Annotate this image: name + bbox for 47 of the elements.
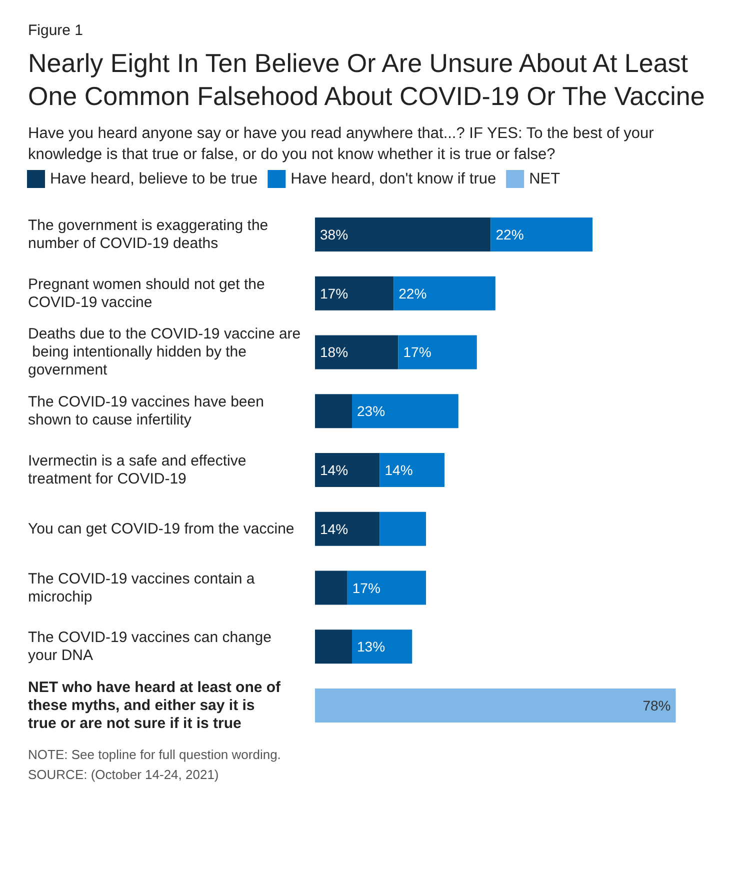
data-label: 17% [320, 285, 348, 302]
y-tick-label: The COVID-19 vaccines have been shown to cause infertility [28, 394, 268, 429]
chart-title: Nearly Eight In Ten Believe Or Are Unsure About At Least One Common Falsehood About COVID-19 Or The Vaccine [28, 47, 706, 113]
bar [315, 335, 398, 370]
caption: Figure 1 [28, 22, 84, 39]
chart-subtitle: Have you heard anyone say or have you read anywhere that...? IF YES: To the best of your knowledge is that true or false, or do you not know whether it is true or false? [28, 124, 655, 165]
y-tick-label: Pregnant women should not get the COVID-19 vaccine [28, 276, 269, 311]
bar [352, 394, 458, 428]
bar [315, 570, 348, 605]
data-label: 17% [352, 580, 380, 596]
source-note: SOURCE: (October 14-24, 2021) [28, 766, 220, 784]
legend-label: Have heard, don't know if true [290, 170, 496, 188]
legend-label: NET [529, 170, 561, 188]
legend-label: Have heard, believe to be true [50, 170, 258, 188]
y-tick-label: The COVID-19 vaccines contain a microchip [28, 570, 259, 606]
y-tick-label: The COVID-19 vaccines can change your DNA [28, 629, 276, 664]
y-tick-label: Deaths due to the COVID-19 vaccine are being intentionally hidden by the government [28, 326, 301, 379]
data-label: 14% [384, 462, 413, 478]
y-tick-label: The government is exaggerating the number of COVID-19 deaths [28, 216, 272, 252]
data-label: 14% [320, 462, 348, 478]
bar [315, 394, 352, 428]
bar [352, 630, 412, 664]
bar [315, 453, 380, 487]
bar [490, 217, 592, 252]
y-tick-label: Ivermectin is a safe and effective treatment for COVID-19 [28, 452, 250, 488]
bar [380, 453, 444, 487]
data-label: 23% [357, 403, 386, 420]
bar [315, 630, 352, 664]
bar [394, 276, 496, 310]
bar [315, 512, 380, 546]
y-tick-label: You can get COVID-19 from the vaccine [28, 520, 294, 538]
data-label: 38% [320, 226, 348, 242]
data-label: 13% [357, 638, 386, 655]
data-label: 18% [320, 344, 348, 360]
bar [398, 335, 477, 370]
text: NOTE: See topline for full question wording. [28, 746, 282, 764]
bar [315, 217, 491, 252]
data-label: 14% [320, 520, 348, 537]
data-label: 78% [642, 698, 671, 714]
bar [315, 276, 394, 310]
bar [380, 512, 426, 546]
data-label: 22% [496, 226, 524, 242]
y-tick-label: NET who have heard at least one of these myths, and either say it is true or are not sure if it is true [28, 679, 282, 732]
bar [315, 688, 676, 723]
data-label: 22% [398, 285, 427, 302]
bar [347, 570, 426, 605]
data-label: 17% [403, 344, 432, 360]
